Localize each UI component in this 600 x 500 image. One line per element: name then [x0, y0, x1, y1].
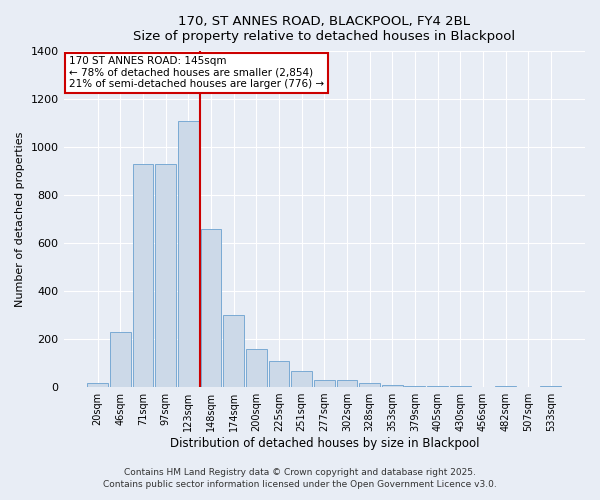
Text: 170 ST ANNES ROAD: 145sqm
← 78% of detached houses are smaller (2,854)
21% of se: 170 ST ANNES ROAD: 145sqm ← 78% of detac… — [69, 56, 324, 90]
Bar — [450, 386, 470, 387]
Bar — [427, 386, 448, 387]
Bar — [495, 386, 516, 387]
Bar — [178, 120, 199, 387]
Bar — [269, 360, 289, 387]
Bar — [223, 315, 244, 387]
Bar — [337, 380, 358, 387]
Bar — [110, 332, 131, 387]
Bar — [200, 228, 221, 387]
Bar — [404, 386, 425, 387]
Bar — [133, 164, 154, 387]
Bar — [382, 384, 403, 387]
Bar — [246, 348, 267, 387]
Bar — [359, 384, 380, 387]
Bar — [541, 386, 561, 387]
Y-axis label: Number of detached properties: Number of detached properties — [15, 132, 25, 307]
Bar — [87, 384, 108, 387]
Text: Contains HM Land Registry data © Crown copyright and database right 2025.
Contai: Contains HM Land Registry data © Crown c… — [103, 468, 497, 489]
Bar — [291, 372, 312, 387]
Title: 170, ST ANNES ROAD, BLACKPOOL, FY4 2BL
Size of property relative to detached hou: 170, ST ANNES ROAD, BLACKPOOL, FY4 2BL S… — [133, 15, 515, 43]
Bar — [314, 380, 335, 387]
Bar — [155, 164, 176, 387]
X-axis label: Distribution of detached houses by size in Blackpool: Distribution of detached houses by size … — [170, 437, 479, 450]
